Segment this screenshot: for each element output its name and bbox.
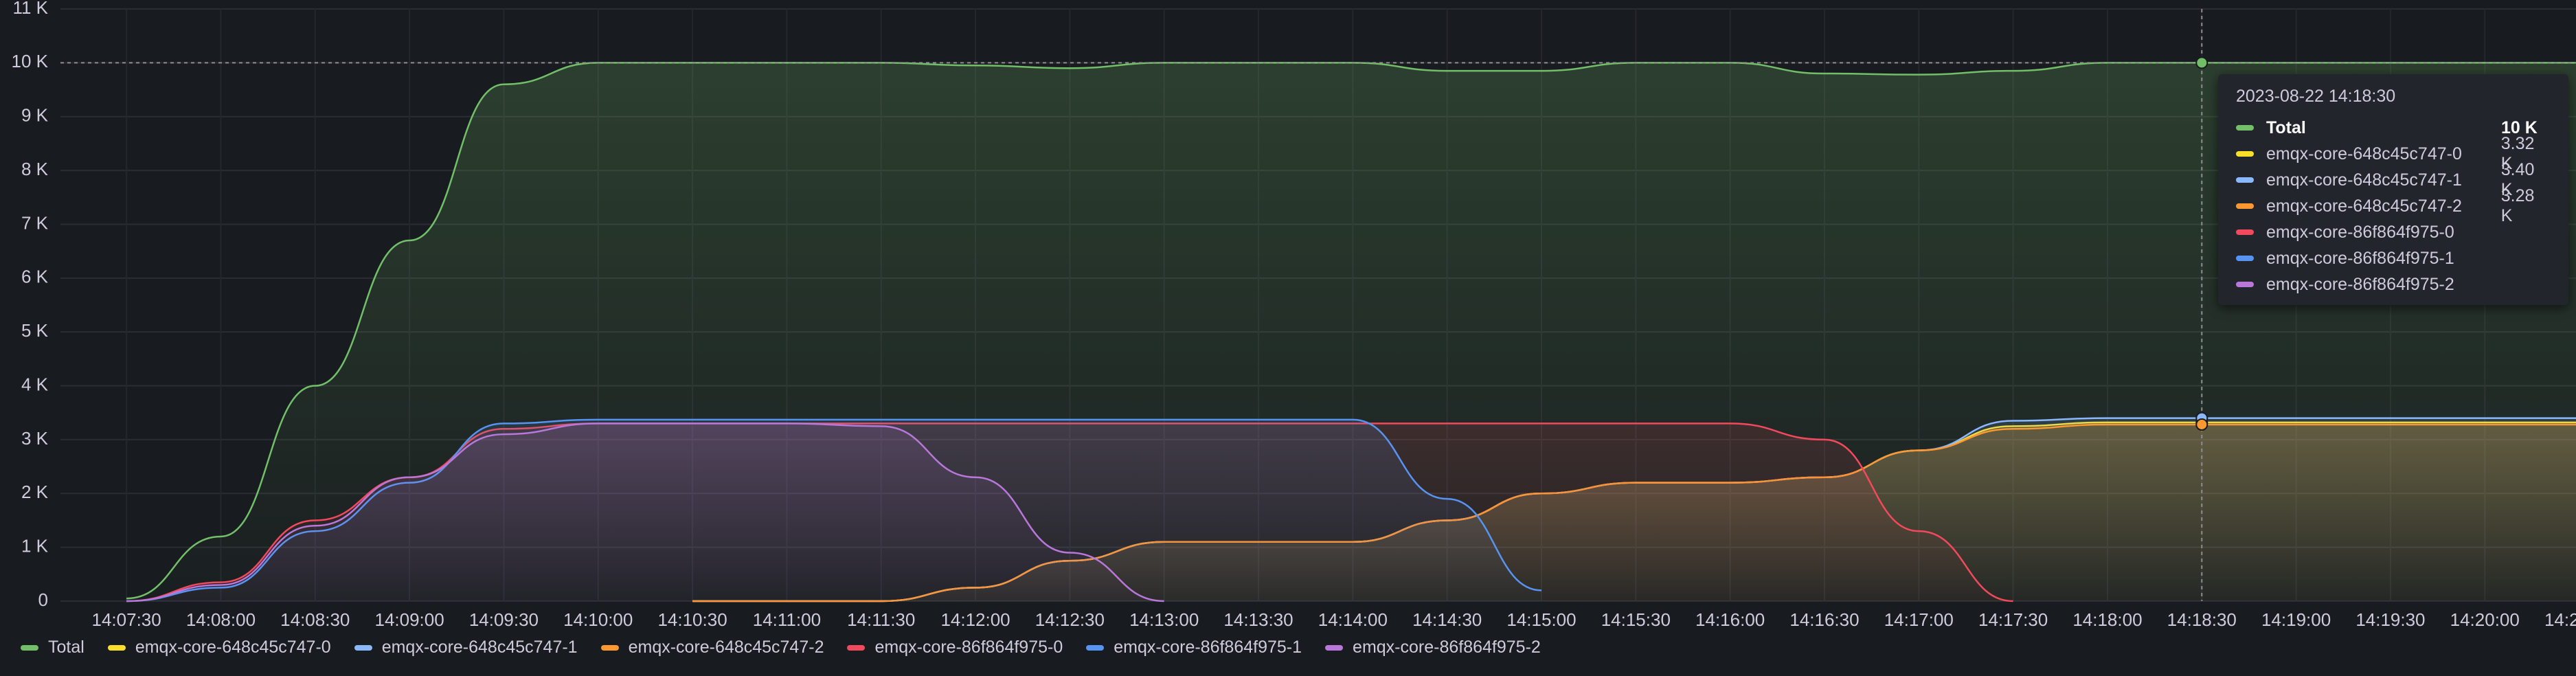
tooltip-value: 10 K bbox=[2501, 117, 2538, 137]
legend-swatch bbox=[1325, 644, 1344, 651]
legend-item: emqx-core-86f864f975-1 bbox=[1086, 638, 1302, 657]
tooltip-name: emqx-core-86f864f975-2 bbox=[2266, 274, 2454, 294]
tooltip-swatch bbox=[2236, 125, 2254, 131]
x-tick-label: 14:11:30 bbox=[847, 609, 915, 630]
x-tick-label: 14:16:30 bbox=[1789, 609, 1859, 630]
hover-point bbox=[2195, 56, 2208, 69]
tooltip-swatch bbox=[2236, 177, 2254, 183]
tooltip-name: emqx-core-86f864f975-1 bbox=[2266, 248, 2454, 268]
tooltip-name: emqx-core-648c45c747-1 bbox=[2266, 170, 2462, 190]
tooltip-row: emqx-core-648c45c747-1 3.40 K bbox=[2236, 160, 2551, 199]
legend-item: emqx-core-648c45c747-2 bbox=[600, 638, 824, 657]
legend-swatch bbox=[1086, 644, 1105, 651]
x-tick-label: 14:12:00 bbox=[940, 609, 1010, 630]
tooltip-value: 3.28 K bbox=[2500, 186, 2535, 225]
tooltip-name: emqx-core-648c45c747-2 bbox=[2266, 196, 2462, 216]
y-tick-label: 9 K bbox=[21, 105, 49, 126]
legend-item: emqx-core-86f864f975-0 bbox=[847, 638, 1063, 657]
x-tick-label: 14:09:30 bbox=[469, 609, 539, 630]
x-tick-label: 14:20:00 bbox=[2450, 609, 2520, 630]
y-tick-label: 0 bbox=[38, 589, 48, 610]
x-tick-label: 14:18:00 bbox=[2072, 609, 2142, 630]
x-tick-label: 14:14:30 bbox=[1412, 609, 1482, 630]
legend-swatch bbox=[21, 644, 38, 651]
y-tick-label: 8 K bbox=[21, 159, 49, 179]
tooltip-time: 2023-08-22 14:18:30 bbox=[2236, 87, 2396, 106]
x-tick-label: 14:16:00 bbox=[1695, 609, 1765, 630]
y-tick-label: 11 K bbox=[12, 0, 48, 18]
tooltip-swatch bbox=[2236, 282, 2254, 287]
tooltip-swatch bbox=[2236, 229, 2254, 235]
x-tick-label: 14:08:00 bbox=[186, 609, 256, 630]
legend-label: emqx-core-648c45c747-2 bbox=[628, 638, 824, 657]
x-tick-label: 14:15:30 bbox=[1601, 609, 1671, 630]
y-tick-label: 4 K bbox=[21, 374, 49, 394]
legend-label: emqx-core-86f864f975-0 bbox=[874, 638, 1063, 657]
legend: Total emqx-core-648c45c747-0 emqx-core-648… bbox=[21, 638, 1541, 657]
x-tick-label: 14:10:00 bbox=[563, 609, 633, 630]
x-tick-label: 14:19:00 bbox=[2261, 609, 2331, 630]
tooltip-swatch bbox=[2236, 151, 2254, 157]
legend-item: emqx-core-648c45c747-1 bbox=[354, 638, 578, 657]
legend-swatch bbox=[847, 644, 866, 651]
x-tick-label: 14:10:30 bbox=[657, 609, 727, 630]
x-tick-label: 14:09:00 bbox=[374, 609, 444, 630]
tooltip-name: emqx-core-86f864f975-0 bbox=[2266, 222, 2454, 242]
tooltip-row: emqx-core-86f864f975-2 bbox=[2236, 271, 2551, 297]
x-tick-label: 14:20:30 bbox=[2544, 609, 2576, 630]
tooltip-name: emqx-core-648c45c747-0 bbox=[2266, 144, 2462, 164]
tooltip-row: Total 10 K bbox=[2236, 115, 2551, 141]
x-tick-label: 14:13:30 bbox=[1223, 609, 1293, 630]
tooltip-row: emqx-core-648c45c747-2 3.28 K bbox=[2236, 186, 2551, 225]
legend-swatch bbox=[107, 644, 126, 651]
x-tick-label: 14:13:00 bbox=[1129, 609, 1199, 630]
x-tick-label: 14:19:30 bbox=[2355, 609, 2425, 630]
x-tick-label: 14:18:30 bbox=[2167, 609, 2237, 630]
series-line bbox=[126, 422, 1164, 602]
legend-label: Total bbox=[48, 638, 84, 657]
tooltip-value: 3.32 K bbox=[2500, 134, 2535, 173]
legend-item: Total bbox=[21, 638, 84, 657]
legend-item: emqx-core-86f864f975-2 bbox=[1325, 638, 1541, 657]
y-tick-label: 7 K bbox=[21, 212, 49, 233]
x-tick-label: 14:07:30 bbox=[92, 609, 161, 630]
x-tick-label: 14:17:30 bbox=[1978, 609, 2048, 630]
x-tick-label: 14:11:00 bbox=[753, 609, 821, 630]
legend-item: emqx-core-648c45c747-0 bbox=[107, 638, 331, 657]
x-tick-label: 14:15:00 bbox=[1506, 609, 1576, 630]
y-tick-label: 10 K bbox=[12, 51, 49, 71]
tooltip-value: 3.40 K bbox=[2500, 160, 2535, 199]
tooltip-row: emqx-core-648c45c747-0 3.32 K bbox=[2236, 134, 2551, 173]
legend-label: emqx-core-648c45c747-1 bbox=[381, 638, 578, 657]
tooltip-swatch bbox=[2236, 256, 2254, 261]
y-tick-label: 2 K bbox=[21, 482, 49, 502]
hover-point bbox=[2195, 418, 2208, 431]
x-tick-label: 14:12:30 bbox=[1035, 609, 1105, 630]
tooltip-name: Total bbox=[2266, 117, 2306, 137]
y-tick-label: 3 K bbox=[21, 428, 49, 449]
legend-swatch bbox=[600, 644, 619, 651]
legend-label: emqx-core-648c45c747-0 bbox=[135, 638, 331, 657]
x-tick-label: 14:08:30 bbox=[280, 609, 350, 630]
tooltip-row: emqx-core-86f864f975-0 bbox=[2236, 219, 2551, 245]
legend-swatch bbox=[354, 644, 372, 651]
y-tick-label: 5 K bbox=[21, 320, 49, 341]
tooltip-swatch bbox=[2236, 203, 2254, 209]
x-tick-label: 14:14:00 bbox=[1318, 609, 1388, 630]
y-tick-label: 6 K bbox=[21, 267, 49, 287]
x-tick-label: 14:17:00 bbox=[1884, 609, 1954, 630]
y-tick-label: 1 K bbox=[21, 536, 49, 556]
tooltip-row: emqx-core-86f864f975-1 bbox=[2236, 245, 2551, 271]
legend-label: emqx-core-86f864f975-2 bbox=[1353, 638, 1541, 657]
legend-label: emqx-core-86f864f975-1 bbox=[1114, 638, 1302, 657]
series-area bbox=[126, 423, 1164, 601]
